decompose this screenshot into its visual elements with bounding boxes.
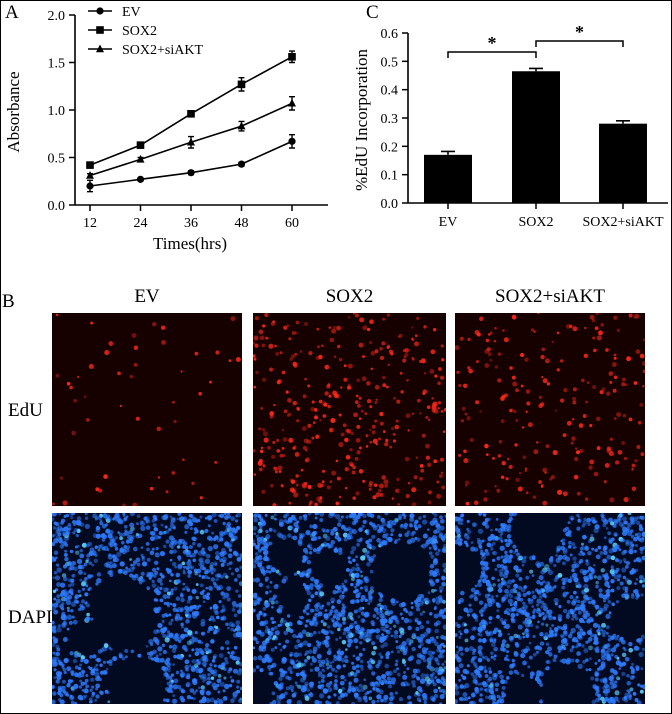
bar [424,154,472,203]
data-point [288,137,296,145]
significance-star: * [488,33,497,53]
legend: EV SOX2 SOX2+siAKT [88,5,203,58]
error-bar [441,150,455,155]
data-point [187,110,195,118]
data-point [136,175,145,183]
series-triangle [86,96,296,179]
data-point [86,182,94,190]
y-tick-label: 0.5 [381,55,399,70]
data-point [237,80,246,89]
y-axis-label: %EdU Incorporation [352,48,371,191]
edu-image-sox2 [253,313,446,506]
y-tick-label: 0.6 [381,27,399,42]
bar [512,71,560,203]
data-point [237,121,246,130]
dapi-image-sox2 [253,513,446,704]
series-square [86,50,296,169]
y-tick-label: 0.0 [381,197,399,212]
row-label-dapi: DAPI [8,607,53,628]
data-point [86,161,94,169]
y-tick-label: 2.0 [48,9,66,24]
data-point [86,171,94,179]
data-point [187,169,195,177]
x-axis-label: Times(hrs) [153,234,227,253]
data-point [288,53,296,61]
cell-field [455,313,645,506]
legend-marker [96,44,104,53]
x-tick-label: 24 [134,216,148,231]
data-point [136,141,145,149]
absorbance-line-chart: 0.0 0.5 1.0 1.5 2.0 12 24 36 48 60 Absorbance Tim… [4,5,328,253]
cell-field [52,313,241,506]
panel-label-b: B [2,291,15,312]
x-tick-label: SOX2 [518,215,553,230]
data-point [237,160,246,168]
legend-label: SOX2+siAKT [122,43,203,58]
y-tick-label: 1.0 [48,104,66,119]
column-title-ev: EV [134,286,160,307]
y-tick-label: 0.5 [48,152,66,167]
cell-field [455,513,645,704]
x-tick-label: EV [439,215,458,230]
significance-bracket [447,51,537,58]
edu-incorporation-bar-chart: 0.0 0.1 0.2 0.3 0.4 0.5 0.6 EV SOX2 SOX2+siAKT * *… [352,22,668,230]
y-tick-label: 0.1 [381,169,399,184]
x-tick-label: 12 [83,216,97,231]
data-point [136,154,145,163]
y-tick-label: 0.4 [381,84,399,99]
edu-image-ev [52,313,242,506]
bar [599,123,647,203]
significance-bracket [535,40,624,47]
legend-marker [96,7,104,15]
legend-marker [96,26,104,34]
x-tick-label: 36 [184,216,198,231]
cell-field [253,513,446,704]
cell-field [52,513,242,704]
y-tick-label: 0.2 [381,140,399,155]
data-point [288,98,296,107]
edu-image-sox2-siakt [455,313,645,506]
y-tick-label: 0.0 [48,199,66,214]
column-title-sox2-siakt: SOX2+siAKT [495,286,605,307]
row-label-edu: EdU [8,400,43,421]
error-bar [616,120,630,124]
panel-label-a: A [5,2,19,23]
x-tick-label: 60 [285,216,299,231]
y-tick-label: 0.3 [381,112,399,127]
x-tick-label: SOX2+siAKT [582,215,663,230]
data-point [187,137,195,146]
dapi-image-ev [52,513,242,704]
panel-label-c: C [366,2,379,23]
legend-label: SOX2 [122,24,157,39]
y-axis-label: Absorbance [4,71,23,152]
series-circle [86,134,296,193]
cell-field [253,313,446,506]
x-tick-label: 48 [235,216,249,231]
column-title-sox2: SOX2 [325,286,374,307]
legend-label: EV [122,5,141,20]
y-tick-label: 1.5 [48,57,66,72]
significance-star: * [575,22,584,42]
error-bar [529,67,543,72]
dapi-image-sox2-siakt [455,513,645,704]
